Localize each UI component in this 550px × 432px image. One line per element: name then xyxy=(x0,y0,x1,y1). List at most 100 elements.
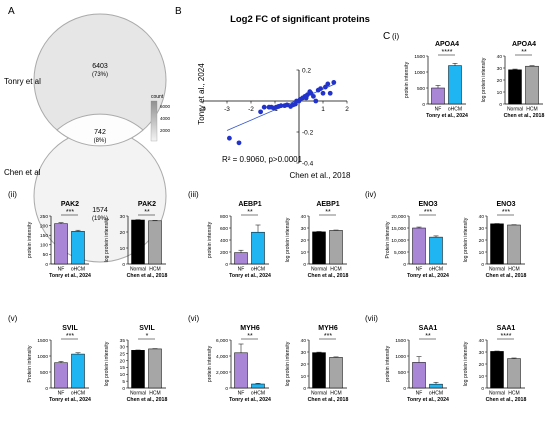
bar-chart-y-tick-label: 10 xyxy=(497,90,503,96)
bar-category-label: oHCM xyxy=(71,267,85,273)
scatter-point xyxy=(318,86,323,91)
bar-category-label: NF xyxy=(435,107,442,113)
bar-chart-title: APOA4 xyxy=(435,41,459,48)
significance-label: *** xyxy=(66,209,74,216)
bar-chart-y-tick-label: 20 xyxy=(479,362,485,368)
bar xyxy=(148,348,162,389)
bar-category-label: oHCM xyxy=(429,267,443,273)
bar-category-label: Normal xyxy=(489,267,505,273)
bar-chart-study-label: Tonry et al., 2024 xyxy=(229,397,271,403)
bar-chart-y-tick-label: 500 xyxy=(398,370,406,376)
bar-chart-y-label: Protein intensity xyxy=(27,345,33,382)
bar-chart-y-tick-label: 0 xyxy=(225,262,228,268)
bar-chart-y-tick-label: 1000 xyxy=(414,70,425,76)
bar-chart-y-tick-label: 0 xyxy=(422,102,425,108)
bar-chart-study-label: Tonry et al., 2024 xyxy=(426,113,468,119)
scatter-point xyxy=(311,93,316,99)
bar-chart-pak2-tonry: PAK2 0 50 100 150 200 250 protein intensity NF oH… xyxy=(27,201,91,279)
bar-chart-y-tick-label: 15,000 xyxy=(391,226,406,232)
bar-chart-y-tick-label: 10 xyxy=(120,372,126,378)
bar-chart-y-label: protein intensity xyxy=(207,345,213,382)
bar-chart-y-tick-label: 35 xyxy=(120,338,126,344)
scatter-chart: Log2 FC of significant proteins-4-3-2-11… xyxy=(197,14,370,180)
scatter-point xyxy=(258,109,263,115)
bar-chart-y-tick-label: 600 xyxy=(220,226,228,232)
scatter-x-tick-label: 1 xyxy=(321,106,325,113)
bar-chart-y-tick-label: 20 xyxy=(301,238,307,244)
venn-count-chen: 1574 xyxy=(92,207,108,214)
bar-chart-study-label: Chen et al., 2018 xyxy=(308,273,349,279)
bar-category-label: oHCM xyxy=(448,107,462,113)
bar-chart-y-tick-label: 40 xyxy=(497,54,503,60)
panel-label-iii: (iii) xyxy=(188,190,199,199)
bar-chart-y-label: protein intensity xyxy=(404,61,410,98)
bar-category-label: NF xyxy=(238,267,245,273)
bar-chart-y-tick-label: 0 xyxy=(403,262,406,268)
bar-category-label: NF xyxy=(58,391,65,397)
bar-category-label: HCM xyxy=(508,391,519,397)
panel-label-b: B xyxy=(175,6,182,17)
significance-label: * xyxy=(146,333,149,340)
significance-label: *** xyxy=(324,333,332,340)
bar-chart-y-tick-label: 0 xyxy=(499,102,502,108)
scatter-x-tick-label: 2 xyxy=(345,106,349,113)
bar-chart-study-label: Tonry et al., 2024 xyxy=(407,273,449,279)
bar-chart-y-tick-label: 25 xyxy=(120,352,126,358)
bar xyxy=(131,219,145,265)
bar-category-label: oHCM xyxy=(251,267,265,273)
bar-category-label: HCM xyxy=(149,267,160,273)
venn-overlap xyxy=(56,113,144,147)
scatter-point xyxy=(313,98,319,104)
significance-label: ** xyxy=(247,209,253,216)
venn-legend-tick-4000: 4000 xyxy=(160,116,171,121)
bar xyxy=(490,223,504,265)
bar-chart-y-tick-label: 1000 xyxy=(37,354,48,360)
bar-chart-y-label: log protein intensity xyxy=(104,341,110,386)
bar-chart-y-tick-label: 0 xyxy=(122,262,125,268)
bar-chart-y-tick-label: 40 xyxy=(479,338,485,344)
panel-label-v: (v) xyxy=(8,314,18,323)
bar-chart-y-tick-label: 30 xyxy=(479,350,485,356)
venn-count-overlap: 742 xyxy=(94,129,106,136)
venn-legend-tick-6000: 6000 xyxy=(160,104,171,109)
bar-chart-y-tick-label: 5,000 xyxy=(394,250,406,256)
panel-label-vi: (vi) xyxy=(188,314,199,323)
bar xyxy=(448,65,462,105)
bar-chart-y-tick-label: 20 xyxy=(120,230,126,236)
bar-chart-y-tick-label: 0 xyxy=(403,386,406,392)
bar xyxy=(148,220,162,265)
bar-category-label: Normal xyxy=(130,267,146,273)
bar xyxy=(54,362,68,389)
bar-chart-study-label: Tonry et al., 2024 xyxy=(229,273,271,279)
bar-chart-title: ENO3 xyxy=(496,201,515,208)
scatter-point xyxy=(320,90,326,96)
bar-chart-apoa4-chen: APOA4 0 10 20 30 40 log protein intensity Norma… xyxy=(481,41,544,119)
bar-chart-y-tick-label: 15 xyxy=(120,365,126,371)
bar-chart-y-tick-label: 500 xyxy=(417,86,425,92)
bar-chart-study-label: Tonry et al., 2024 xyxy=(49,273,91,279)
bar-chart-y-tick-label: 10 xyxy=(301,250,307,256)
bar-chart-y-tick-label: 20 xyxy=(301,362,307,368)
scatter-annotation: R² = 0.9060, p>0.0001 xyxy=(222,155,303,164)
scatter-point xyxy=(284,102,290,108)
bar-chart-y-tick-label: 200 xyxy=(40,223,48,229)
bar-chart-y-tick-label: 2,000 xyxy=(216,370,228,376)
significance-label: ** xyxy=(144,209,150,216)
bar-chart-y-tick-label: 0 xyxy=(303,262,306,268)
bar-chart-apoa4-tonry: APOA4 0 500 1000 1500 protein intensity NF oHCM… xyxy=(404,41,468,119)
bar-chart-aebp1-chen: AEBP1 0 10 20 30 40 log protein intensity Norma… xyxy=(285,201,348,279)
scatter-point xyxy=(236,140,242,146)
bar-chart-title: PAK2 xyxy=(61,201,79,208)
bar-chart-y-label: Protein intensity xyxy=(385,221,391,258)
bar-chart-y-tick-label: 30 xyxy=(479,226,485,232)
bar xyxy=(312,352,326,389)
bar-chart-study-label: Chen et al., 2018 xyxy=(127,397,168,403)
bar-chart-y-tick-label: 0 xyxy=(303,386,306,392)
bar-chart-y-tick-label: 0 xyxy=(481,262,484,268)
bar-chart-eno3-chen: ENO3 0 10 20 30 40 log protein intensity Normal… xyxy=(463,201,526,279)
bar-chart-y-tick-label: 0 xyxy=(225,386,228,392)
bar-category-label: NF xyxy=(238,391,245,397)
scatter-x-tick-label: -2 xyxy=(248,106,254,113)
venn-legend-title: count xyxy=(151,94,164,100)
venn-pct-overlap: (8%) xyxy=(94,138,107,144)
